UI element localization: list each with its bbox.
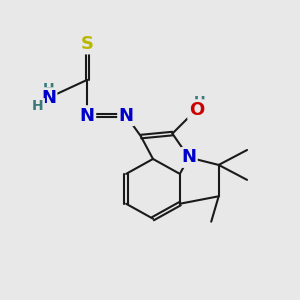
Text: H: H bbox=[194, 95, 205, 109]
Text: N: N bbox=[80, 107, 95, 125]
Text: N: N bbox=[118, 107, 134, 125]
Text: N: N bbox=[181, 148, 196, 166]
Text: N: N bbox=[41, 89, 56, 107]
Text: S: S bbox=[81, 35, 94, 53]
Text: O: O bbox=[189, 101, 204, 119]
Text: H: H bbox=[32, 99, 44, 113]
Text: H: H bbox=[43, 82, 54, 96]
